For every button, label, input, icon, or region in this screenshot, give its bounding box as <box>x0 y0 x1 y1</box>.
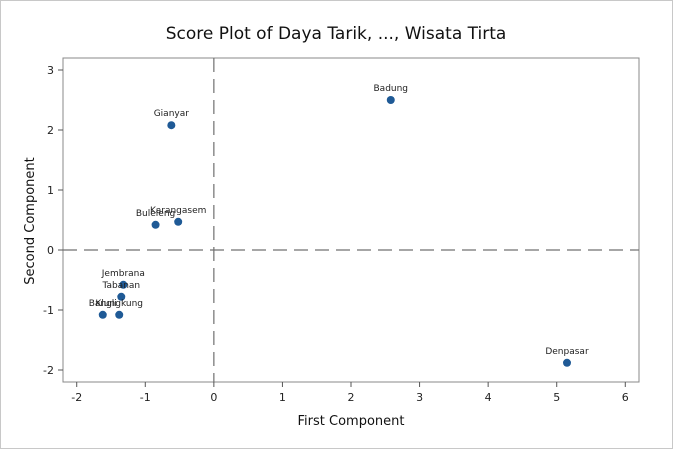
data-point <box>174 217 183 226</box>
x-tick-label: 5 <box>553 391 560 404</box>
point-label: Karangasem <box>150 206 206 216</box>
plot-area <box>62 57 640 383</box>
reference-lines <box>63 58 639 382</box>
y-tick-label: -1 <box>43 304 54 317</box>
point-label: Klungkung <box>95 299 143 309</box>
x-tick-label: 2 <box>348 391 355 404</box>
point-label: Tabanan <box>101 281 140 291</box>
chart-title: Score Plot of Daya Tarik, ..., Wisata Ti… <box>166 24 507 44</box>
y-tick-label: 3 <box>47 64 54 77</box>
x-axis-title: First Component <box>298 414 405 429</box>
data-point <box>151 220 160 229</box>
x-tick-label: 3 <box>416 391 423 404</box>
data-point <box>115 310 124 319</box>
y-tick-label: 2 <box>47 124 54 137</box>
data-point <box>119 280 128 289</box>
x-tick-label: 4 <box>485 391 492 404</box>
point-label: Badung <box>374 84 409 94</box>
y-tick-label: 1 <box>47 184 54 197</box>
y-axis: -2 -1 0 1 2 3 <box>43 64 63 377</box>
data-point <box>117 292 126 301</box>
point-label: Bangli <box>89 299 117 309</box>
x-tick-label: -1 <box>140 391 151 404</box>
data-point <box>167 121 176 130</box>
x-tick-label: 1 <box>279 391 286 404</box>
data-point <box>563 358 571 367</box>
point-label: Buleleng <box>136 209 175 219</box>
y-axis-title: Second Component <box>23 157 38 284</box>
y-tick-label: 0 <box>47 244 54 257</box>
x-axis: -2 -1 0 1 2 3 4 5 6 <box>71 382 629 404</box>
data-point <box>98 310 107 319</box>
x-tick-label: 6 <box>622 391 629 404</box>
point-label: Jembrana <box>101 269 145 279</box>
x-tick-label: 0 <box>210 391 217 404</box>
y-tick-label: -2 <box>43 364 54 377</box>
data-point <box>386 96 395 104</box>
point-label: Gianyar <box>154 109 190 119</box>
x-tick-label: -2 <box>71 391 82 404</box>
point-label: Denpasar <box>545 347 589 357</box>
